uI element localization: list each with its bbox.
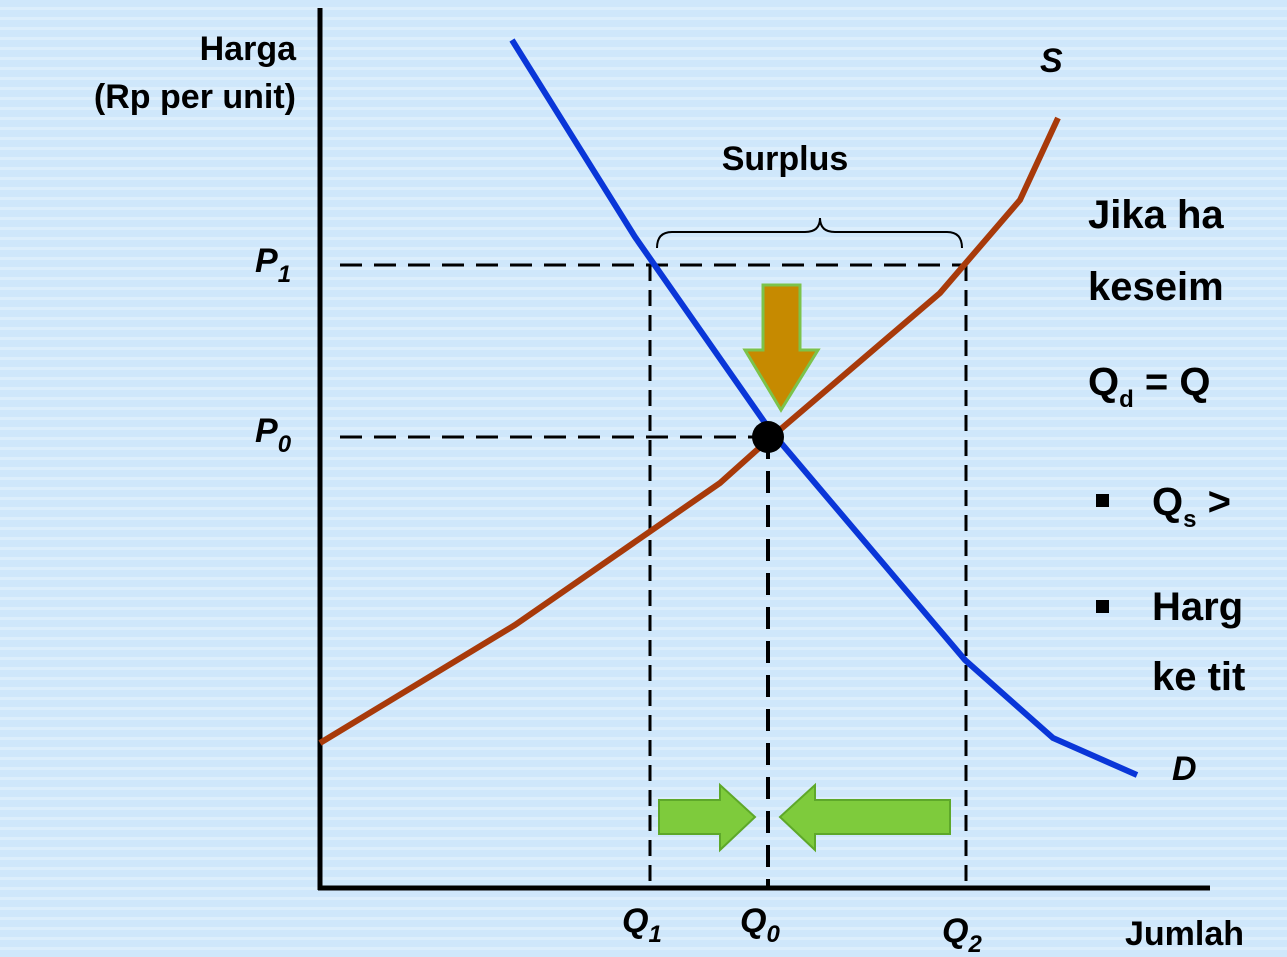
- tick-base: Q: [740, 902, 766, 940]
- tick-base: Q: [942, 912, 968, 950]
- y-label: Harga: [200, 30, 297, 68]
- bullet: [1096, 494, 1109, 507]
- note-bullet: Qs >: [1152, 480, 1231, 533]
- note-equation: Qd = Q: [1088, 360, 1211, 413]
- eq-a: Q: [1088, 360, 1119, 404]
- q1-right-arrow: [658, 782, 757, 853]
- note-bullet: ke tit: [1152, 655, 1245, 699]
- eq-sub: d: [1119, 386, 1134, 413]
- guides: [340, 263, 968, 888]
- q2-left-arrow: [778, 782, 951, 853]
- demand-label: D: [1172, 750, 1197, 788]
- supply-label: S: [1040, 42, 1063, 80]
- b-a: Q: [1152, 480, 1183, 524]
- tick-base: P: [255, 412, 278, 450]
- b-b: >: [1196, 480, 1230, 524]
- eq-b: = Q: [1134, 360, 1211, 404]
- tick-label: Q0: [740, 902, 780, 948]
- b-sub: s: [1183, 506, 1196, 533]
- tick-label: Q2: [942, 912, 982, 957]
- tick-label: P0: [255, 412, 292, 458]
- tick-sub: 1: [648, 921, 661, 948]
- bullet: [1096, 600, 1109, 613]
- price-down-arrow: [742, 283, 821, 413]
- tick-sub: 2: [967, 931, 982, 957]
- supply-curve: [318, 116, 1061, 746]
- tick-base: P: [255, 242, 278, 280]
- x-label: Jumlah: [1125, 915, 1244, 953]
- tick-label: P1: [255, 242, 291, 288]
- tick-sub: 1: [278, 261, 291, 288]
- y-label: (Rp per unit): [94, 78, 296, 116]
- tick-base: Q: [622, 902, 648, 940]
- note-bullet: Harg: [1152, 585, 1243, 629]
- surplus-brace: [656, 217, 963, 249]
- equilibrium-point: [752, 421, 784, 453]
- tick-label: Q1: [622, 902, 662, 948]
- demand-curve: [509, 38, 1139, 778]
- tick-sub: 0: [278, 431, 292, 458]
- surplus-label: Surplus: [722, 140, 849, 178]
- note-line: Jika ha: [1088, 193, 1224, 237]
- note-line: keseim: [1088, 265, 1224, 309]
- tick-sub: 0: [766, 921, 780, 948]
